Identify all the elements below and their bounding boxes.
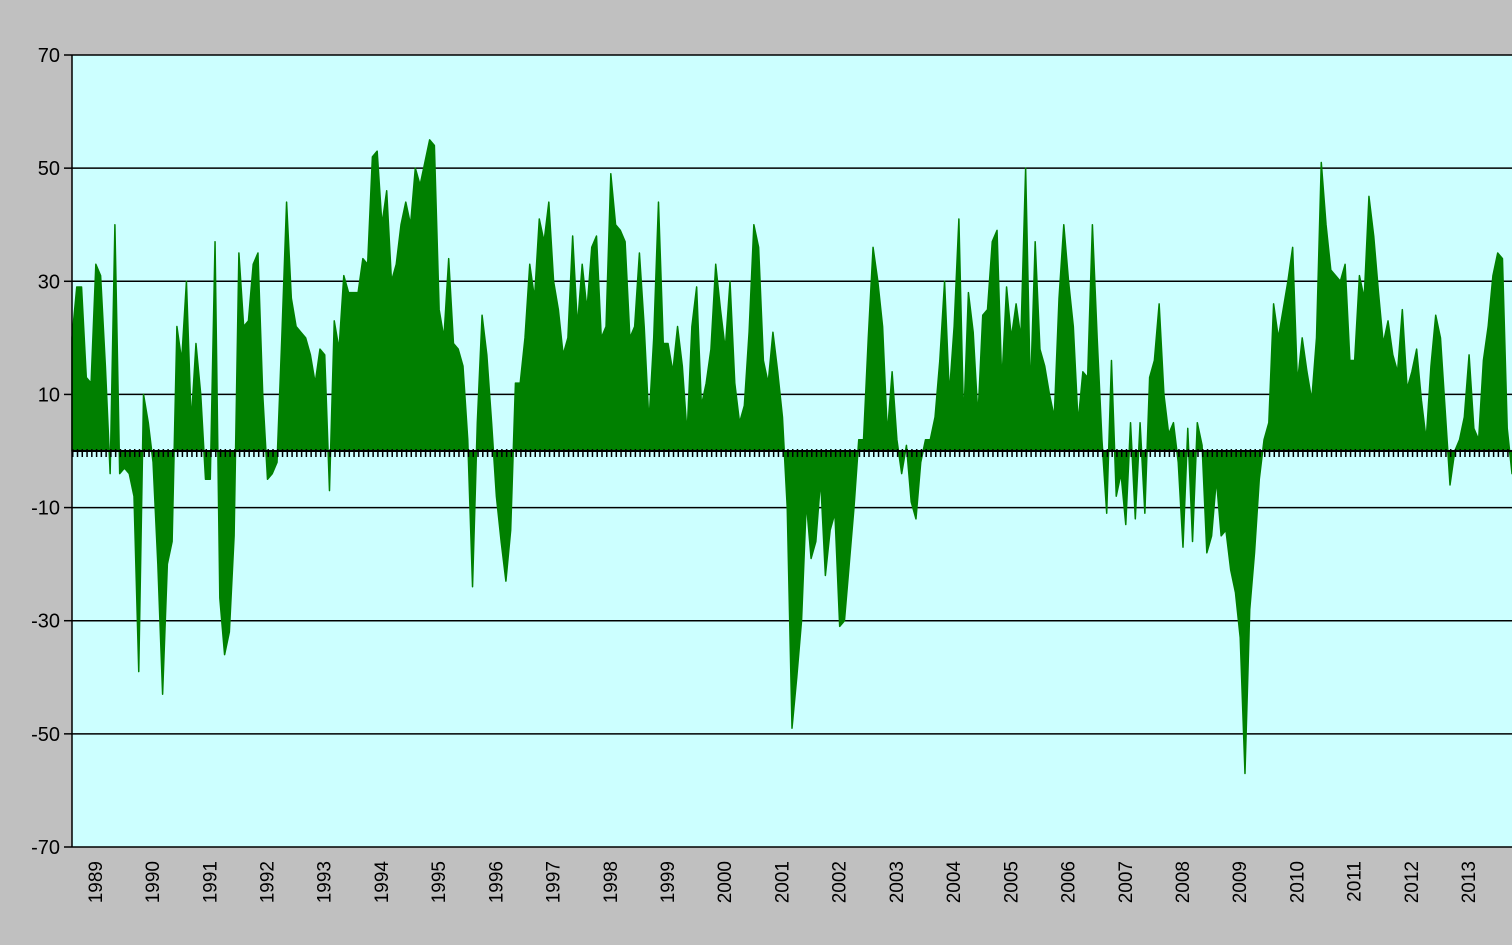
x-tick-label: 2002 <box>830 861 851 903</box>
y-tick-label: -10 <box>31 498 60 520</box>
x-tick-label: 1993 <box>315 861 336 903</box>
x-tick-label: 2010 <box>1287 861 1308 903</box>
x-tick-label: 2011 <box>1345 861 1366 902</box>
x-tick-label: 2001 <box>773 861 794 903</box>
x-tick-label: 1996 <box>486 861 507 903</box>
x-tick-label: 2012 <box>1402 861 1423 903</box>
x-tick-label: 2000 <box>715 861 736 903</box>
y-tick-label: -50 <box>31 724 60 746</box>
x-tick-label: 1992 <box>258 861 279 903</box>
x-tick-label: 2007 <box>1116 861 1137 903</box>
x-tick-label: 1989 <box>86 861 107 903</box>
x-tick-label: 1994 <box>372 861 393 904</box>
x-tick-label: 2013 <box>1459 861 1480 903</box>
y-tick-label: -30 <box>31 611 60 633</box>
y-tick-label: 30 <box>38 271 60 293</box>
x-tick-label: 1990 <box>143 861 164 903</box>
y-tick-label: -70 <box>31 837 60 859</box>
y-tick-label: 10 <box>38 384 60 406</box>
y-tick-label: 70 <box>38 45 60 67</box>
x-tick-label: 2005 <box>1001 861 1022 903</box>
x-tick-label: 2009 <box>1230 861 1251 903</box>
x-tick-label: 1995 <box>429 861 450 903</box>
x-tick-label: 2008 <box>1173 861 1194 903</box>
x-tick-label: 1997 <box>544 861 565 903</box>
x-tick-label: 2004 <box>944 861 965 904</box>
x-tick-label: 2003 <box>887 861 908 903</box>
y-tick-label: 50 <box>38 158 60 180</box>
x-tick-label: 1998 <box>601 861 622 903</box>
x-tick-label: 1991 <box>200 861 221 903</box>
x-tick-label: 1999 <box>658 861 679 903</box>
x-tick-label: 2006 <box>1059 861 1080 903</box>
